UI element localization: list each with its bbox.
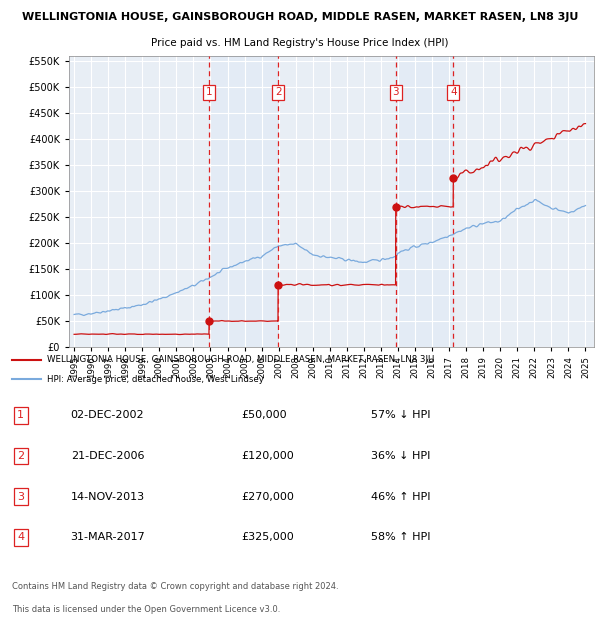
Text: £120,000: £120,000 [241,451,294,461]
Bar [209,56,278,347]
Text: Contains HM Land Registry data © Crown copyright and database right 2024.: Contains HM Land Registry data © Crown c… [12,582,338,591]
Text: 1: 1 [17,410,24,420]
Text: WELLINGTONIA HOUSE, GAINSBOROUGH ROAD, MIDDLE RASEN, MARKET RASEN, LN8 3JU: WELLINGTONIA HOUSE, GAINSBOROUGH ROAD, M… [47,355,434,365]
Text: 4: 4 [450,87,457,97]
Text: WELLINGTONIA HOUSE, GAINSBOROUGH ROAD, MIDDLE RASEN, MARKET RASEN, LN8 3JU: WELLINGTONIA HOUSE, GAINSBOROUGH ROAD, M… [22,12,578,22]
Text: This data is licensed under the Open Government Licence v3.0.: This data is licensed under the Open Gov… [12,604,280,614]
Text: 58% ↑ HPI: 58% ↑ HPI [371,532,430,542]
Text: £270,000: £270,000 [241,492,294,502]
Text: 1: 1 [206,87,212,97]
Text: 21-DEC-2006: 21-DEC-2006 [71,451,144,461]
Text: 57% ↓ HPI: 57% ↓ HPI [371,410,430,420]
Text: 36% ↓ HPI: 36% ↓ HPI [371,451,430,461]
Text: 14-NOV-2013: 14-NOV-2013 [71,492,145,502]
Text: 4: 4 [17,532,24,542]
Text: 31-MAR-2017: 31-MAR-2017 [71,532,145,542]
Text: Price paid vs. HM Land Registry's House Price Index (HPI): Price paid vs. HM Land Registry's House … [151,38,449,48]
Text: 3: 3 [392,87,399,97]
Bar [396,56,454,347]
Text: £325,000: £325,000 [241,532,294,542]
Text: £50,000: £50,000 [241,410,287,420]
Text: 2: 2 [17,451,24,461]
Text: 3: 3 [17,492,24,502]
Text: 46% ↑ HPI: 46% ↑ HPI [371,492,430,502]
Text: 2: 2 [275,87,281,97]
Text: HPI: Average price, detached house, West Lindsey: HPI: Average price, detached house, West… [47,374,264,384]
Text: 02-DEC-2002: 02-DEC-2002 [71,410,145,420]
